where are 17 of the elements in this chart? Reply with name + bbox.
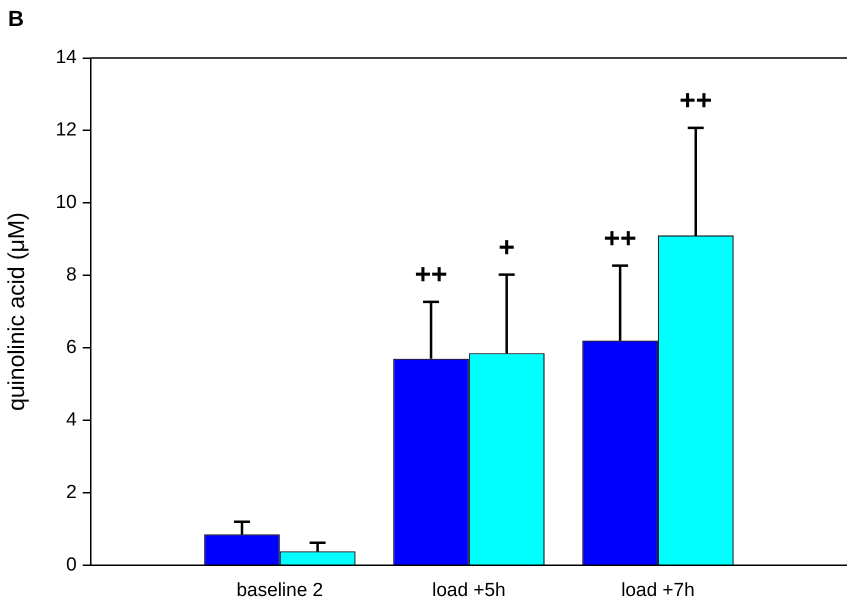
y-tick-label: 12 — [56, 120, 77, 141]
y-tick-label: 4 — [66, 410, 78, 431]
annotation: ++ — [414, 258, 448, 290]
y-tick-label: 14 — [56, 47, 78, 68]
annotation: ++ — [679, 84, 712, 116]
x-tick-label: load +7h — [621, 580, 695, 601]
annotation: + — [498, 231, 515, 262]
y-tick-label: 10 — [56, 192, 77, 214]
text: B — [8, 6, 24, 32]
y-tick-label: 2 — [66, 482, 77, 503]
x-tick-label: load +5h — [432, 580, 506, 601]
y-tick-label: 6 — [66, 337, 77, 358]
annotation: ++ — [604, 222, 636, 254]
y-tick-label: 8 — [66, 264, 77, 286]
y-axis-title: quinolinic acid (μM) — [3, 212, 30, 411]
y-tick-label: 0 — [66, 554, 77, 576]
x-tick-label: baseline 2 — [236, 580, 324, 601]
